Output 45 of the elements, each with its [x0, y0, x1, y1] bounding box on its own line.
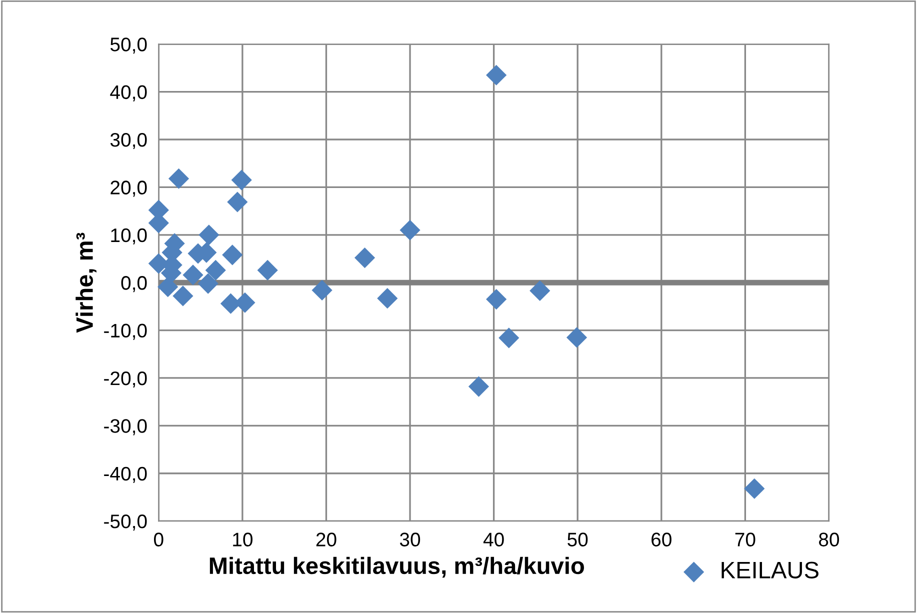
point: [198, 224, 220, 246]
x-tick-label: 0: [154, 532, 164, 546]
x-tick-label: 30: [400, 532, 420, 546]
point: [205, 260, 226, 280]
point: [744, 478, 765, 499]
point: [172, 286, 194, 306]
y-tick-label: 40,0: [110, 85, 147, 102]
point: [312, 280, 332, 301]
point: [227, 192, 248, 212]
point: [486, 288, 507, 310]
point: [566, 327, 588, 348]
x-tick-label: 70: [735, 532, 756, 546]
x-tick-label: 20: [316, 532, 336, 546]
point: [400, 220, 420, 240]
point: [468, 376, 490, 397]
x-tick-label: 60: [652, 532, 672, 546]
point: [168, 168, 190, 189]
point: [182, 264, 204, 286]
y-tick-label: 30,0: [110, 132, 147, 150]
x-tick-label: 50: [568, 532, 588, 546]
point: [486, 64, 507, 86]
y-axis-title: Virhe, m³: [76, 232, 96, 333]
point: [231, 170, 252, 190]
point: [198, 273, 218, 294]
y-tick-label: -30,0: [104, 419, 147, 436]
y-tick-label: -40,0: [104, 466, 147, 483]
y-tick-label: -50,0: [104, 514, 147, 531]
point: [354, 247, 376, 268]
y-tick-label: -10,0: [104, 324, 147, 340]
x-tick-label: 10: [233, 532, 252, 546]
x-axis-title: Mitattu keskitilavuus, m³/ha/kuvio: [210, 556, 584, 578]
point: [377, 288, 398, 309]
x-tick-label: 40: [483, 532, 504, 546]
point: [257, 260, 278, 280]
point: [498, 328, 520, 348]
x-tick-label: 80: [819, 532, 840, 546]
legend-label: KEILAUS: [722, 562, 818, 578]
point: [158, 276, 178, 298]
y-tick-label: 50,0: [110, 38, 147, 54]
y-tick-label: 10,0: [111, 228, 147, 244]
point: [530, 280, 550, 301]
y-tick-label: -20,0: [104, 371, 147, 388]
y-tick-label: 0,0: [121, 276, 147, 292]
point: [222, 244, 243, 266]
y-tick-label: 20,0: [110, 180, 147, 197]
